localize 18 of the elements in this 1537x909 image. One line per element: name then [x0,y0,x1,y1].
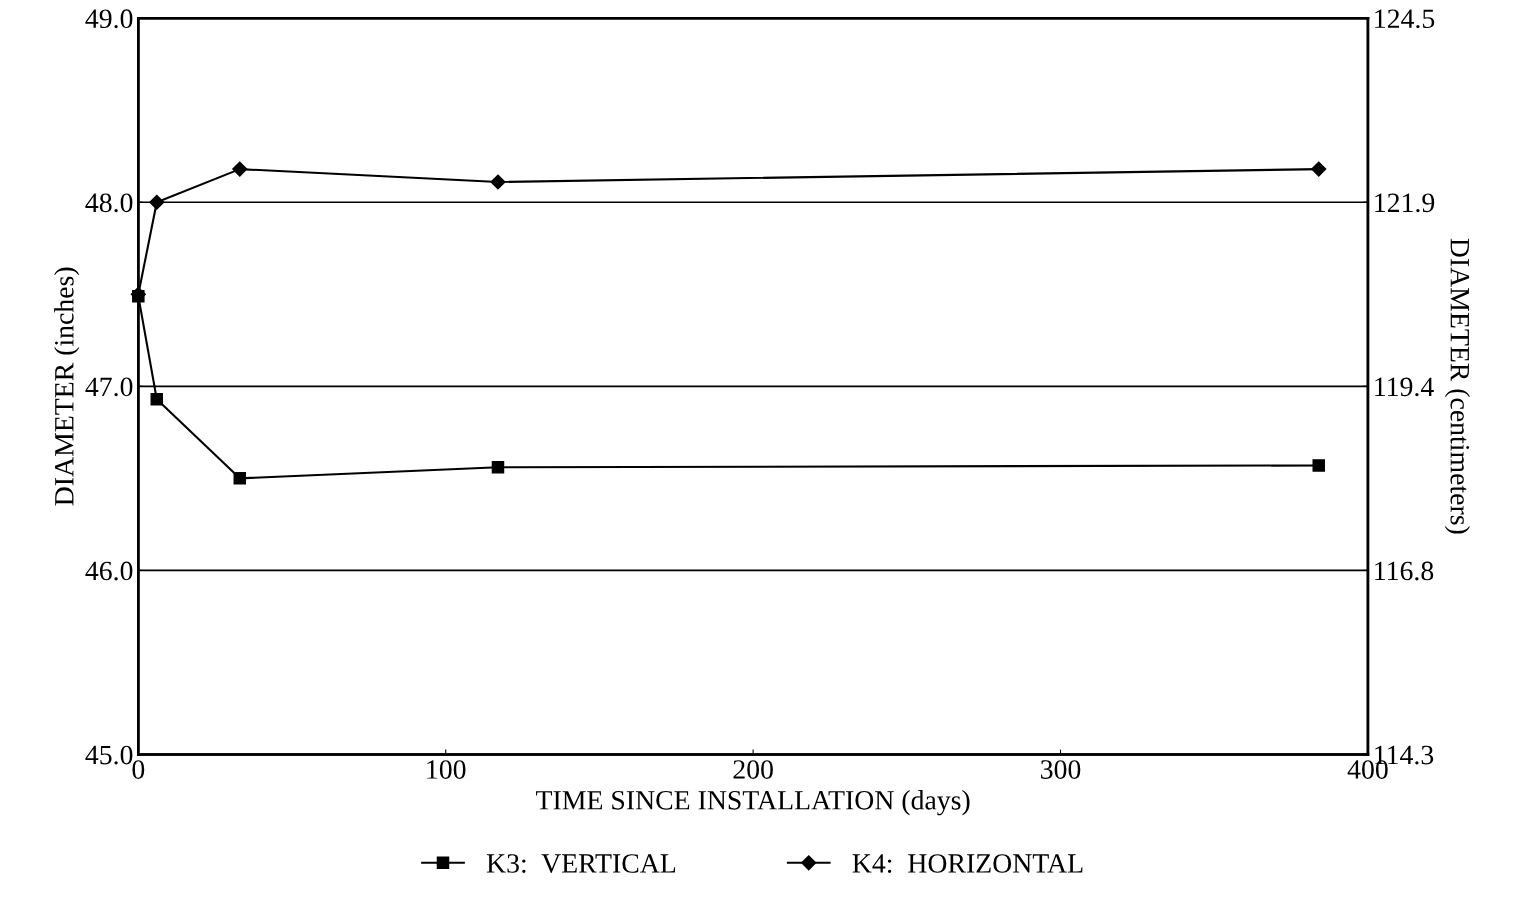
y2-tick-label: 124.5 [1375,9,1435,29]
x-tick-label: 100 [427,760,466,779]
x-tick-label: 300 [1041,760,1081,779]
y2-axis-title: DIAMETER (centimeters) [1444,238,1471,534]
y-tick-label: 47.0 [85,377,133,397]
x-axis-title: TIME SINCE INSTALLATION (days) [536,790,970,816]
y2-tick-label: 121.9 [1375,193,1435,213]
legend-label: K3: VERTICAL [486,854,676,873]
y-tick-label: 49.0 [85,9,133,29]
x-tick-label: 200 [733,760,773,779]
legend-label: K4: HORIZONTAL [852,854,1083,873]
y2-tick-label: 116.8 [1375,561,1434,581]
x-tick-label: 0 [132,760,145,779]
y2-tick-label: 119.4 [1375,377,1434,397]
y-axis-title: DIAMETER (inches) [54,267,80,506]
y-tick-label: 48.0 [85,193,133,213]
y-tick-label: 45.0 [85,745,133,765]
y-tick-label: 46.0 [85,561,133,581]
